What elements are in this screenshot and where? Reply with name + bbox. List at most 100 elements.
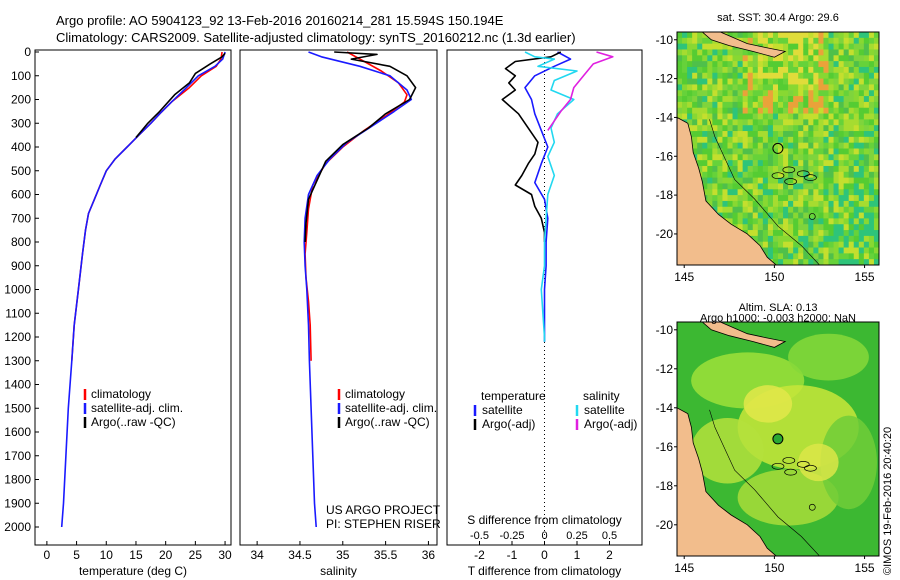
sst-cell xyxy=(868,259,875,265)
reef-outline xyxy=(782,457,796,464)
sst-cell xyxy=(808,78,814,85)
sst-cell xyxy=(783,32,789,39)
sst-cell xyxy=(828,61,835,68)
sst-cell xyxy=(702,101,708,109)
sst-cell xyxy=(798,224,804,231)
sst-cell xyxy=(747,218,754,225)
sst-cell xyxy=(737,107,744,115)
sst-cell xyxy=(823,55,829,62)
sst-cell xyxy=(778,43,784,50)
sst-cell xyxy=(823,235,829,243)
sst-cell xyxy=(793,230,799,237)
sst-cell xyxy=(813,154,819,161)
sst-cell xyxy=(873,165,879,173)
sst-cell xyxy=(848,212,855,219)
sst-cell xyxy=(808,142,814,149)
sst-cell xyxy=(752,113,759,120)
sst-cell xyxy=(747,183,754,190)
sst-cell xyxy=(868,72,875,80)
sst-cell xyxy=(838,49,845,56)
sst-cell xyxy=(863,72,870,80)
sst-cell xyxy=(727,84,734,91)
sst-cell xyxy=(747,119,754,126)
sst-cell xyxy=(803,224,809,231)
sst-cell xyxy=(823,230,829,237)
sst-cell xyxy=(808,101,814,109)
sst-cell xyxy=(712,183,718,190)
sst-cell xyxy=(828,235,835,243)
sst-cell xyxy=(697,165,703,173)
sst-cell xyxy=(873,101,879,109)
sst-cell xyxy=(813,259,819,265)
sst-cell xyxy=(833,61,840,68)
sst-cell xyxy=(873,189,879,196)
reef-outline xyxy=(796,461,810,468)
sst-cell xyxy=(818,84,824,91)
sst-cell xyxy=(778,66,784,74)
sst-cell xyxy=(727,171,734,179)
sst-cell xyxy=(677,96,683,103)
sst-cell xyxy=(707,66,713,74)
sst-cell xyxy=(838,259,845,265)
sst-cell xyxy=(788,107,794,115)
sst-cell xyxy=(803,218,809,225)
sst-cell xyxy=(788,224,794,231)
sst-cell xyxy=(853,101,860,109)
pi-annotation: PI: STEPHEN RISER xyxy=(326,517,441,531)
sst-cell xyxy=(843,171,850,179)
sst-cell xyxy=(808,96,814,103)
sst-cell xyxy=(692,96,698,103)
temperature-tick-label: 0 xyxy=(44,548,51,562)
sst-cell xyxy=(793,61,799,68)
sst-cell xyxy=(778,119,784,126)
sst-cell xyxy=(767,160,774,167)
sst-cell xyxy=(868,224,875,231)
sst-cell xyxy=(858,224,865,231)
sst-cell xyxy=(707,189,713,196)
salinity-satellite-line xyxy=(303,51,413,528)
sst-cell xyxy=(873,84,879,91)
sst-cell xyxy=(863,177,870,184)
sst-cell xyxy=(813,241,819,249)
sst-cell xyxy=(853,235,860,243)
legend-label: Argo(-adj) xyxy=(482,417,535,431)
sst-cell xyxy=(783,247,789,254)
sst-cell xyxy=(798,125,804,132)
sst-cell xyxy=(677,66,683,74)
sst-cell xyxy=(737,96,744,103)
sst-cell xyxy=(767,183,774,190)
sst-cell xyxy=(702,160,708,167)
depth-tick-label: 400 xyxy=(11,140,31,154)
shelf-contour xyxy=(709,409,820,556)
sst-cell xyxy=(757,142,764,149)
sst-cell xyxy=(863,90,870,97)
sst-cell xyxy=(833,101,840,109)
sst-cell xyxy=(853,165,860,173)
sst-cell xyxy=(757,241,764,249)
sst-cell xyxy=(858,165,865,173)
sst-cell xyxy=(707,84,713,91)
sst-cell xyxy=(863,131,870,138)
sst-cell xyxy=(747,32,754,39)
depth-tick-label: 1500 xyxy=(4,401,31,415)
sst-cell xyxy=(838,43,845,50)
sst-cell xyxy=(757,165,764,173)
sst-cell xyxy=(732,61,739,68)
sst-cell xyxy=(843,235,850,243)
sst-cell xyxy=(757,200,764,208)
sst-cell xyxy=(793,136,799,144)
sst-cell xyxy=(737,90,744,97)
sst-cell xyxy=(803,119,809,126)
sst-cell xyxy=(687,43,693,50)
sst-cell xyxy=(873,235,879,243)
sst-cell xyxy=(778,259,784,265)
sst-cell xyxy=(702,183,708,190)
sst-cell xyxy=(793,224,799,231)
sst-cell xyxy=(803,195,809,202)
sst-cell xyxy=(722,61,728,68)
sst-cell xyxy=(793,177,799,184)
sst-cell xyxy=(808,195,814,202)
sst-cell xyxy=(772,259,779,265)
sst-cell xyxy=(697,66,703,74)
sst-cell xyxy=(707,148,713,155)
